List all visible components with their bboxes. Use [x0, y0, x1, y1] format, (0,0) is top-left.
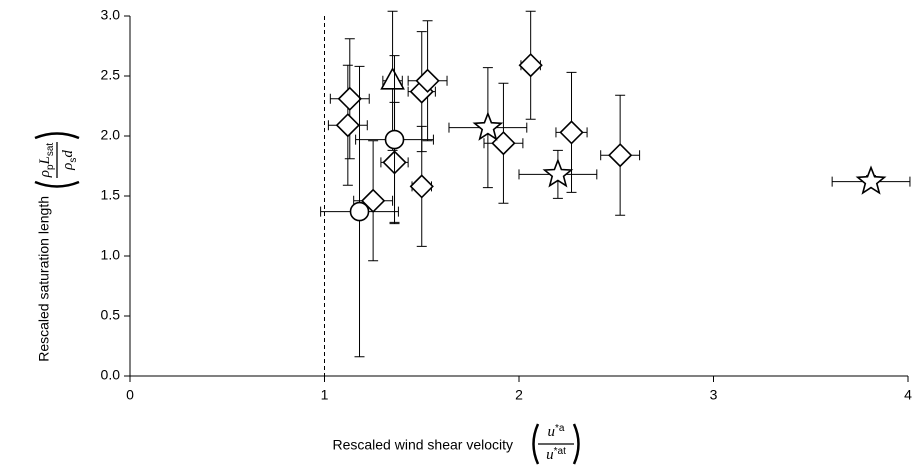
diamond-point — [337, 86, 362, 111]
y-tick-label: 1.0 — [101, 247, 121, 263]
formula-part: s — [68, 158, 79, 163]
formula-part: *at — [554, 446, 566, 457]
star-point — [472, 111, 504, 141]
triangle-point — [380, 67, 405, 90]
formula-part: sat — [45, 143, 56, 157]
y-tick-label: 0.0 — [101, 367, 121, 383]
formula-numerator: ρpLsat — [37, 143, 55, 179]
circle-point — [384, 129, 405, 150]
formula-denominator: ρsd — [60, 150, 78, 171]
formula-part: ρ — [37, 170, 53, 178]
diamond-point — [335, 113, 360, 138]
y-axis-label: Rescaled saturation length — [36, 196, 52, 362]
formula-part: L — [37, 156, 53, 165]
x-formula: u*au*at — [532, 423, 580, 465]
y-tick-label: 0.5 — [101, 307, 121, 323]
formula-part: p — [45, 164, 56, 170]
formula-denominator: u*at — [546, 446, 566, 464]
circle-point — [349, 201, 370, 222]
y-tick-label: 3.0 — [101, 7, 121, 23]
formula-part: d — [60, 150, 76, 158]
diamond-point — [518, 53, 543, 78]
y-tick-label: 1.5 — [101, 187, 121, 203]
formula-part: u — [546, 447, 554, 463]
formula-part: *a — [555, 423, 565, 434]
formula-part: ρ — [60, 163, 76, 171]
x-tick-label: 3 — [710, 387, 718, 403]
diamond-point — [415, 68, 440, 93]
star-point — [855, 165, 887, 195]
x-axis-label: Rescaled wind shear velocity — [332, 437, 513, 453]
parenthesis — [532, 423, 540, 465]
diamond-point — [608, 143, 633, 168]
diamond-point — [409, 174, 434, 199]
parenthesis — [34, 132, 80, 140]
x-tick-label: 0 — [126, 387, 134, 403]
x-tick-label: 2 — [515, 387, 523, 403]
x-tick-label: 1 — [321, 387, 329, 403]
y-tick-label: 2.5 — [101, 67, 121, 83]
formula-part: u — [548, 424, 556, 440]
star-point — [542, 158, 574, 188]
y-tick-label: 2.0 — [101, 127, 121, 143]
formula-numerator: u*a — [548, 423, 565, 441]
x-tick-label: 4 — [904, 387, 912, 403]
parenthesis — [572, 423, 580, 465]
diamond-point — [559, 120, 584, 145]
parenthesis — [34, 180, 80, 188]
